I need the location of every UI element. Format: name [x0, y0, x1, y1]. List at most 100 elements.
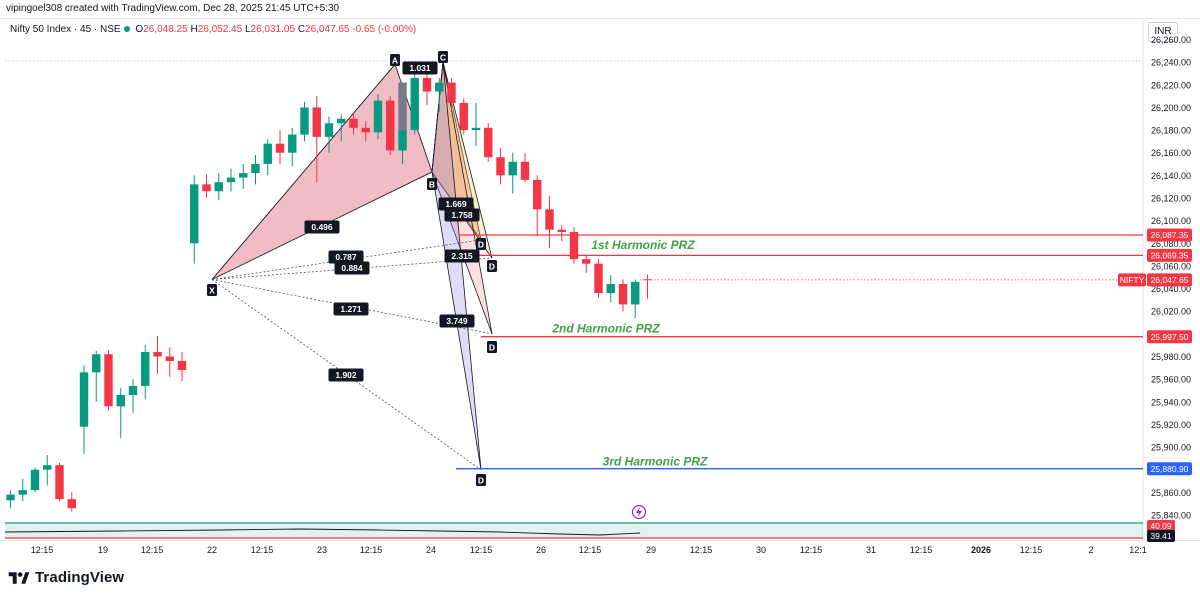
- pattern-point-d: D: [487, 341, 497, 353]
- price-tag-text: 25,880.90: [1151, 464, 1189, 474]
- time-axis-ticks: 12:15 19 12:15 22 12:15 23 12:15 24 12:15 26 12:15…: [31, 545, 1147, 555]
- ratio-label: 0.787: [328, 250, 364, 264]
- time-tick-label: 12:15: [360, 545, 383, 555]
- candle: [43, 454, 52, 486]
- candle-body: [190, 184, 199, 244]
- candle-body: [214, 182, 223, 192]
- brand-name: TradingView: [35, 569, 125, 586]
- price-tick-label: 25,940.00: [1151, 397, 1191, 407]
- price-tick-label: 26,140.00: [1151, 171, 1191, 181]
- pattern-point-text: D: [489, 262, 495, 272]
- time-tick-label: 12:15: [141, 545, 164, 555]
- tradingview-brand[interactable]: TradingView: [8, 569, 124, 586]
- price-tick-label: 25,860.00: [1151, 488, 1191, 498]
- candle-body: [165, 356, 174, 362]
- candle-body: [569, 231, 579, 260]
- pattern-ratio-line: [211, 239, 482, 280]
- candle-body: [177, 361, 187, 371]
- candle: [263, 139, 272, 176]
- pattern-point-text: B: [429, 180, 435, 190]
- ratio-label-box: [333, 302, 369, 316]
- candle-body: [104, 354, 113, 407]
- indicator-value-tag: 39.41: [1147, 530, 1175, 542]
- candle-body: [606, 284, 615, 294]
- candle: [214, 173, 223, 201]
- pattern-point-box: [487, 341, 497, 353]
- candle: [643, 274, 652, 299]
- prz-annotations: 1st Harmonic PRZ 2nd Harmonic PRZ 3rd Harm…: [551, 238, 708, 469]
- candle: [533, 175, 542, 237]
- price-tag-text: 26,087.35: [1151, 230, 1189, 240]
- candle-body: [361, 127, 370, 133]
- ratio-label: 1.271: [333, 302, 369, 316]
- candle-body: [373, 100, 383, 133]
- candle: [92, 350, 101, 402]
- price-tick-label: 26,020.00: [1151, 307, 1191, 317]
- candle: [30, 467, 40, 493]
- candle: [410, 71, 419, 135]
- candle-body: [435, 82, 444, 92]
- candle-body: [533, 179, 542, 210]
- candle-body: [239, 173, 248, 178]
- candle: [582, 254, 591, 273]
- candle-body: [116, 394, 125, 407]
- candle-body: [410, 77, 419, 131]
- high-label: H: [190, 24, 198, 35]
- candle-body: [398, 82, 407, 131]
- candle: [471, 102, 481, 146]
- ratio-label: 0.496: [304, 220, 340, 234]
- ratio-label-box: [304, 220, 340, 234]
- price-tick-label: 26,120.00: [1151, 194, 1191, 204]
- ratio-label-text: 2.315: [451, 251, 473, 261]
- candle: [373, 93, 383, 140]
- price-tag: 26,069.35: [1147, 248, 1192, 262]
- candle-body: [643, 279, 652, 281]
- pattern-point-box: [487, 260, 497, 272]
- event-lightning-icon[interactable]: [631, 504, 647, 520]
- price-tag-text: 25,997.50: [1151, 332, 1189, 342]
- prz-annotation: 1st Harmonic PRZ: [591, 238, 695, 252]
- ratio-label: 1.669: [438, 197, 474, 211]
- pattern-point-box: [476, 474, 486, 486]
- indicator-tag-box: [1147, 520, 1175, 532]
- candle: [202, 174, 211, 198]
- price-tag-box: [1147, 462, 1192, 476]
- candle-body: [30, 469, 40, 491]
- candle: [79, 365, 89, 454]
- price-tag: 25,997.50: [1147, 330, 1192, 344]
- time-tick-label: 23: [317, 545, 327, 555]
- pattern-point-b: B: [427, 178, 437, 190]
- ratio-label-box: [444, 249, 480, 263]
- candle-body: [386, 100, 395, 151]
- ratio-label-box: [439, 314, 475, 328]
- open-value: 26,048.25: [143, 24, 188, 35]
- price-tick-label: 26,240.00: [1151, 58, 1191, 68]
- ratio-label-text: 1.758: [451, 210, 473, 220]
- candle: [177, 351, 187, 382]
- candle-body: [55, 465, 64, 500]
- time-tick-label: 24: [426, 545, 436, 555]
- price-tick-label: 26,040.00: [1151, 284, 1191, 294]
- currency-button[interactable]: INR: [1148, 22, 1178, 42]
- price-tick-label: 26,060.00: [1151, 261, 1191, 271]
- candle-body: [312, 107, 321, 137]
- indicator-value-tag: 40.09: [1147, 520, 1175, 532]
- candle-body: [557, 229, 566, 232]
- indicator-tag-text: 40.09: [1150, 521, 1172, 531]
- lightning-icon: [636, 507, 642, 517]
- candle-body: [349, 118, 358, 128]
- candle-body: [471, 127, 481, 131]
- candle-body: [67, 499, 76, 509]
- candle: [496, 148, 505, 185]
- time-tick-label: 12:15: [1020, 545, 1043, 555]
- pattern-xb-line: [211, 171, 433, 280]
- price-tag-box: [1147, 228, 1192, 242]
- price-tick-label: 26,220.00: [1151, 80, 1191, 90]
- candle: [435, 77, 444, 112]
- ratio-label-text: 0.787: [335, 252, 357, 262]
- candle-body: [594, 263, 603, 294]
- candle-body: [520, 161, 530, 180]
- candle: [508, 152, 517, 194]
